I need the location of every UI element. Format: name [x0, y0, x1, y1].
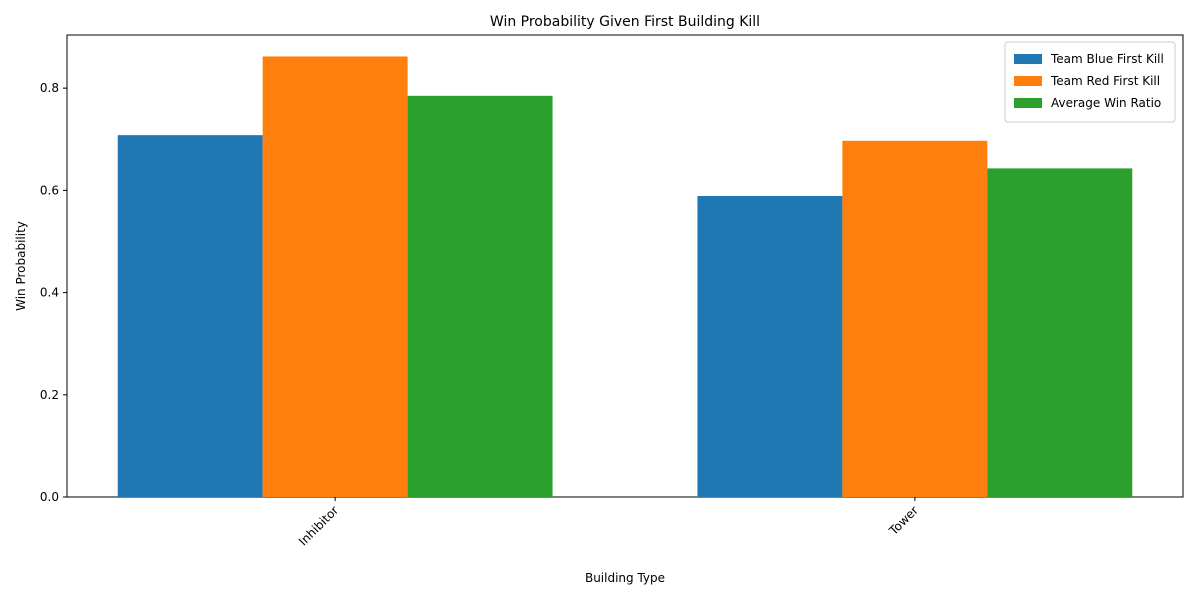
chart-title: Win Probability Given First Building Kil…	[490, 14, 760, 30]
legend-box	[1004, 41, 1176, 123]
legend-label: Team Blue First Kill	[1050, 52, 1164, 66]
y-tick-label: 0.8	[40, 81, 59, 95]
bar-team-blue-first-kill-tower	[697, 195, 843, 498]
bar-average-win-ratio-tower	[987, 168, 1133, 498]
legend-swatch	[1014, 98, 1042, 108]
y-tick-label: 0.0	[40, 490, 59, 504]
legend-label: Average Win Ratio	[1051, 96, 1161, 110]
x-axis-label: Building Type	[585, 571, 665, 585]
y-axis: 0.0 0.2 0.4 0.6 0.8	[40, 81, 67, 504]
x-tick-label-inhibitor: Inhibitor	[296, 503, 341, 548]
legend: Team Blue First Kill Team Red First Kill A…	[1004, 41, 1176, 123]
y-tick-label: 0.2	[40, 388, 59, 402]
x-axis: Inhibitor Tower	[296, 497, 921, 548]
plot-area	[66, 34, 1184, 498]
y-axis-label: Win Probability	[14, 221, 28, 311]
plot-frame	[66, 34, 1184, 498]
bars-group	[117, 56, 1133, 498]
bar-team-red-first-kill-tower	[842, 140, 988, 497]
legend-label: Team Red First Kill	[1050, 74, 1160, 88]
bar-team-blue-first-kill-inhibitor	[117, 135, 263, 497]
x-tick-label-tower: Tower	[886, 503, 921, 538]
bar-team-red-first-kill-inhibitor	[262, 56, 408, 498]
y-tick-label: 0.4	[40, 286, 59, 300]
legend-swatch	[1014, 76, 1042, 86]
legend-swatch	[1014, 54, 1042, 64]
y-tick-label: 0.6	[40, 183, 59, 197]
bar-average-win-ratio-inhibitor	[407, 95, 553, 497]
